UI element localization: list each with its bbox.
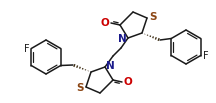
Text: O: O: [100, 18, 109, 28]
Text: N: N: [106, 61, 115, 71]
Text: N: N: [118, 34, 127, 44]
Text: F: F: [24, 43, 29, 53]
Text: S: S: [76, 83, 84, 93]
Text: F: F: [203, 50, 208, 60]
Text: S: S: [149, 12, 157, 22]
Text: O: O: [124, 77, 133, 87]
